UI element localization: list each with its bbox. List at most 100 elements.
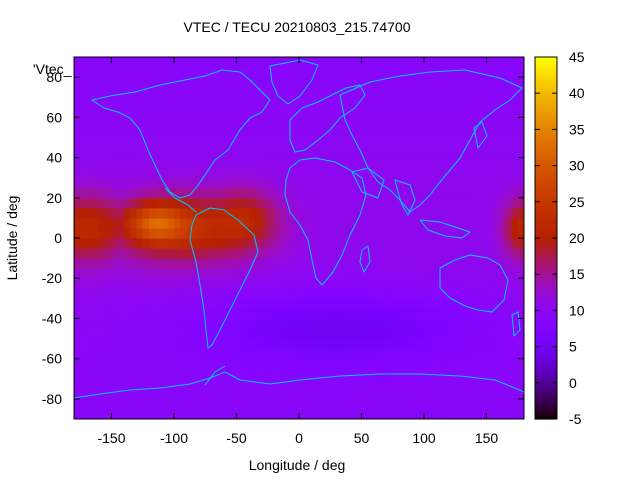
heatmap-cell [474,217,481,229]
heatmap-cell [174,137,181,149]
heatmap-cell [436,97,444,108]
colorbar-segment [535,156,557,161]
heatmap-cell [174,378,181,390]
heatmap-cell [161,248,169,259]
heatmap-cell [305,167,313,179]
heatmap-cell [311,187,319,199]
heatmap-cell [117,288,125,299]
heatmap-cell [405,308,413,320]
heatmap-cell [286,177,294,189]
heatmap-cell [174,408,181,419]
heatmap-cell [274,127,281,139]
heatmap-cell [136,207,144,219]
heatmap-cell [280,368,288,380]
heatmap-cell [280,288,288,299]
heatmap-cell [105,368,113,380]
heatmap-cell [411,308,419,320]
heatmap-cell [180,217,188,229]
heatmap-cell [511,177,519,189]
heatmap-cell [74,57,81,68]
heatmap-cell [86,308,94,320]
heatmap-cell [267,368,275,380]
heatmap-cell [299,358,306,370]
heatmap-cell [455,87,463,98]
heatmap-cell [217,378,225,390]
heatmap-cell [417,177,425,189]
heatmap-cell [142,338,150,350]
heatmap-cell [230,67,238,78]
heatmap-cell [361,197,369,209]
heatmap-cell [142,328,150,340]
heatmap-cell [99,318,106,330]
heatmap-cell [292,137,300,149]
heatmap-cell [255,227,263,239]
heatmap-cell [86,177,94,189]
coastline-japan [473,121,488,149]
heatmap-cell [424,358,431,370]
heatmap-cell [255,87,263,98]
heatmap-cell [324,308,331,320]
heatmap-cell [311,147,319,159]
heatmap-cell [180,87,188,98]
heatmap-cell [261,258,269,269]
heatmap-cell [467,368,475,380]
heatmap-cell [361,77,369,88]
heatmap-cell [261,167,269,179]
heatmap-cell [399,97,406,108]
heatmap-cell [111,358,119,370]
heatmap-cell [211,127,219,139]
heatmap-cell [174,328,181,340]
colorbar-tick-label: 45 [569,49,585,65]
heatmap-cell [355,127,363,139]
heatmap-cell [430,328,438,340]
heatmap-cell [311,368,319,380]
heatmap-cell [392,67,400,78]
heatmap-cell [305,368,313,380]
heatmap-cell [424,288,431,299]
heatmap-cell [424,147,431,159]
heatmap-cell [211,408,219,419]
heatmap-cell [267,87,275,98]
heatmap-cell [392,227,400,239]
heatmap-cell [192,67,200,78]
heatmap-cell [242,107,250,118]
heatmap-cell [142,258,150,269]
heatmap-cell [267,197,275,209]
heatmap-cell [499,157,506,169]
heatmap-cell [492,97,500,108]
heatmap-cell [492,67,500,78]
heatmap-cell [511,197,519,209]
heatmap-cell [117,378,125,390]
heatmap-cell [261,278,269,289]
coastline-south-america [189,207,259,349]
heatmap-cell [392,318,400,330]
heatmap-cell [117,177,125,189]
heatmap-cell [255,348,263,360]
heatmap-cell [442,368,450,380]
heatmap-cell [511,87,519,98]
heatmap-cell [292,258,300,269]
heatmap-cell [130,268,138,279]
heatmap-cell [374,338,381,350]
heatmap-cell [474,288,481,299]
heatmap-cell [236,268,244,279]
heatmap-cell [292,338,300,350]
heatmap-cell [461,227,469,239]
heatmap-cell [411,328,419,340]
heatmap-cell [111,87,119,98]
colorbar-segment [535,144,557,149]
heatmap-cell [517,207,524,219]
colorbar-segment [535,301,557,305]
heatmap-cell [242,298,250,309]
heatmap-cell [336,298,344,309]
heatmap-cell [286,248,294,259]
heatmap-cell [136,77,144,88]
heatmap-cell [505,288,513,299]
heatmap-cell [486,388,494,400]
heatmap-cell [486,167,494,179]
heatmap-cell [392,328,400,340]
heatmap-cell [424,248,431,259]
heatmap-cell [411,127,419,139]
heatmap-cell [267,278,275,289]
heatmap-cell [324,328,331,340]
